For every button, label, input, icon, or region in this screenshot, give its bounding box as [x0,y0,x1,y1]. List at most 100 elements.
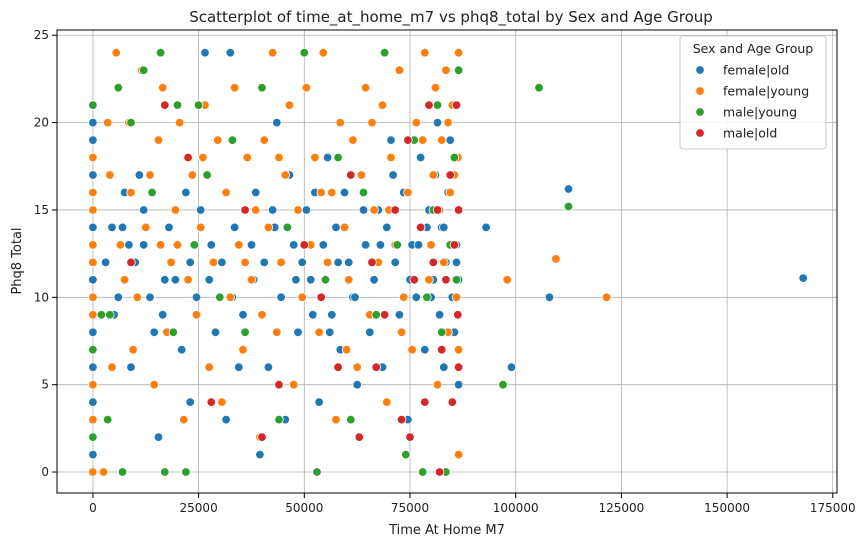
data-point [544,292,555,303]
data-point [447,397,458,407]
data-point [113,292,124,303]
data-point [306,275,316,285]
data-point [88,292,98,303]
data-point [88,205,98,215]
data-point [157,310,168,320]
data-point [138,240,149,250]
data-point [221,414,231,425]
data-point [392,240,403,250]
data-point [246,275,257,285]
data-point [316,292,326,303]
data-point [396,414,407,425]
data-point [394,310,405,320]
data-point [257,310,267,320]
data-point [183,152,193,163]
data-point [138,205,149,215]
data-point [225,48,236,58]
data-point [445,135,455,145]
data-point [534,82,544,93]
data-point [195,222,206,233]
data-point [316,187,326,198]
data-point [601,292,612,303]
data-point [160,467,170,477]
legend-entry: female|old [695,63,789,78]
data-point [411,117,422,128]
data-point [204,362,214,372]
data-point [314,327,324,338]
data-point [320,275,331,285]
data-point [257,82,267,93]
data-point [141,222,151,233]
data-point [428,170,439,180]
data-point [335,117,346,128]
data-point [352,362,362,372]
data-point [322,152,333,163]
data-point [170,275,181,285]
data-point [453,362,464,372]
data-point [88,135,98,145]
data-point [267,205,278,215]
data-point [369,275,379,285]
data-point [145,170,155,180]
data-point [379,310,390,320]
data-point [453,48,464,58]
data-point [149,327,159,338]
data-point [424,100,434,110]
data-point [229,222,240,233]
data-point [272,327,282,338]
data-point [206,240,217,250]
data-point [88,432,98,442]
data-point [257,432,267,442]
points-layer [88,48,808,477]
data-point [424,275,434,285]
data-point [88,362,98,372]
data-point [371,362,381,372]
x-tick-label: 75000 [391,501,429,515]
data-point [453,65,464,75]
data-point [185,397,195,407]
legend-title: Sex and Age Group [693,41,814,56]
data-point [388,170,398,180]
data-point [250,205,261,215]
data-point [172,240,183,250]
data-point [350,292,360,303]
data-point [88,187,98,198]
data-point [160,100,170,110]
y-tick-label: 20 [34,116,49,130]
data-point [126,257,136,268]
data-point [382,397,392,407]
data-point [331,414,341,425]
data-point [453,449,464,460]
data-point [88,170,98,180]
data-point [375,240,386,250]
data-point [198,152,208,163]
data-point [179,414,189,425]
data-point [166,257,176,268]
data-point [441,275,451,285]
data-point [339,222,350,233]
data-point [798,273,808,283]
data-point [420,397,430,407]
data-point [195,205,206,215]
data-point [439,362,449,372]
x-axis-label: Time At Home M7 [388,523,505,538]
data-point [153,432,164,442]
data-point [420,345,430,355]
data-point [274,414,284,425]
data-point [187,170,198,180]
data-point [88,345,98,355]
data-point [282,222,293,233]
x-tick-label: 175000 [810,501,856,515]
data-point [88,275,98,285]
data-point [299,240,310,250]
data-point [259,257,269,268]
data-point [102,414,113,425]
data-point [107,362,117,372]
data-point [234,240,244,250]
y-axis-label: Phq8 Total [10,227,25,294]
data-point [289,380,299,390]
data-point [333,257,343,268]
data-point [88,327,98,338]
data-point [430,82,441,93]
